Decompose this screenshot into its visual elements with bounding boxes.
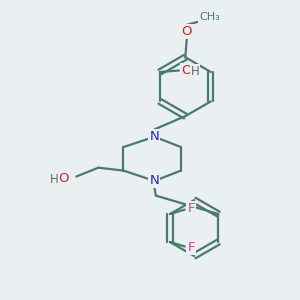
Text: O: O — [58, 172, 68, 185]
Text: F: F — [188, 202, 195, 215]
Text: H: H — [50, 173, 59, 186]
Text: O: O — [181, 64, 192, 77]
Text: O: O — [182, 25, 192, 38]
Text: H: H — [191, 65, 200, 78]
Text: N: N — [149, 174, 159, 188]
Text: F: F — [188, 242, 195, 254]
Text: CH₃: CH₃ — [199, 13, 220, 22]
Text: N: N — [149, 130, 159, 143]
